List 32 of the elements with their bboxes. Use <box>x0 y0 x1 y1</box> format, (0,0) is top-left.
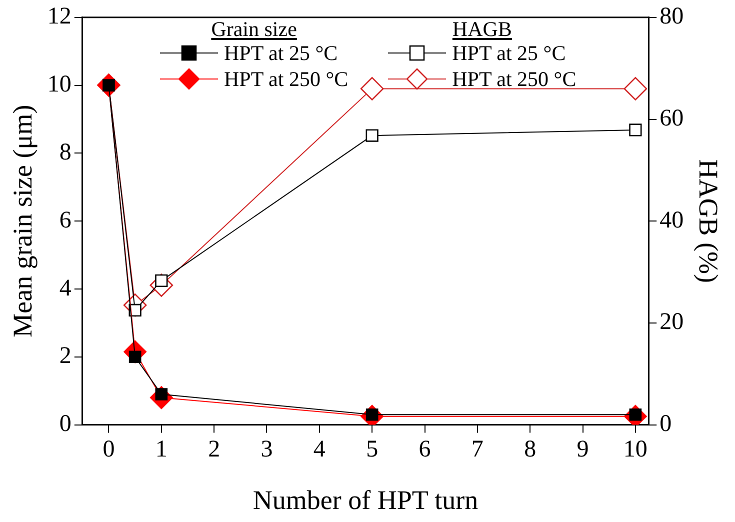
legend-label: HPT at 25 °C <box>452 40 566 66</box>
annotation: Grain size <box>210 17 298 41</box>
y2-axis-title: HAGB (%) <box>694 159 724 283</box>
y-tick-label: 2 <box>59 343 72 370</box>
y-tick-label: 0 <box>59 411 72 438</box>
y-tick-label: 8 <box>59 139 72 166</box>
y-axis-title: Mean grain size (μm) <box>7 104 38 338</box>
y2-tick-label: 60 <box>660 106 684 132</box>
y2-tick-label: 20 <box>660 309 684 336</box>
x-tick-label: 8 <box>524 436 536 462</box>
legend-label: HPT at 250 °C <box>224 66 348 92</box>
x-tick-label: 1 <box>155 436 168 462</box>
x-tick-label: 10 <box>623 436 648 462</box>
x-tick-label: 5 <box>366 436 378 462</box>
legend-label: HPT at 250 °C <box>452 66 576 92</box>
annotation: HAGB <box>451 17 513 41</box>
x-tick-label: 0 <box>102 436 115 462</box>
x-tick-label: 2 <box>208 436 220 462</box>
x-axis-title: Number of HPT turn <box>252 484 479 515</box>
y-tick-label: 6 <box>59 207 72 234</box>
y-tick-label: 12 <box>47 4 72 30</box>
x-tick-label: 7 <box>471 436 484 462</box>
y2-tick-label: 40 <box>660 207 684 234</box>
x-tick-label: 6 <box>418 436 431 462</box>
x-tick-label: 4 <box>313 436 326 462</box>
legend-label: HPT at 25 °C <box>224 40 338 66</box>
y2-tick-label: 80 <box>660 4 684 30</box>
y2-tick-label: 0 <box>660 411 672 438</box>
y-tick-label: 10 <box>47 72 72 98</box>
x-tick-label: 9 <box>576 436 589 462</box>
x-tick-label: 3 <box>260 436 273 462</box>
y-tick-label: 4 <box>59 275 72 302</box>
